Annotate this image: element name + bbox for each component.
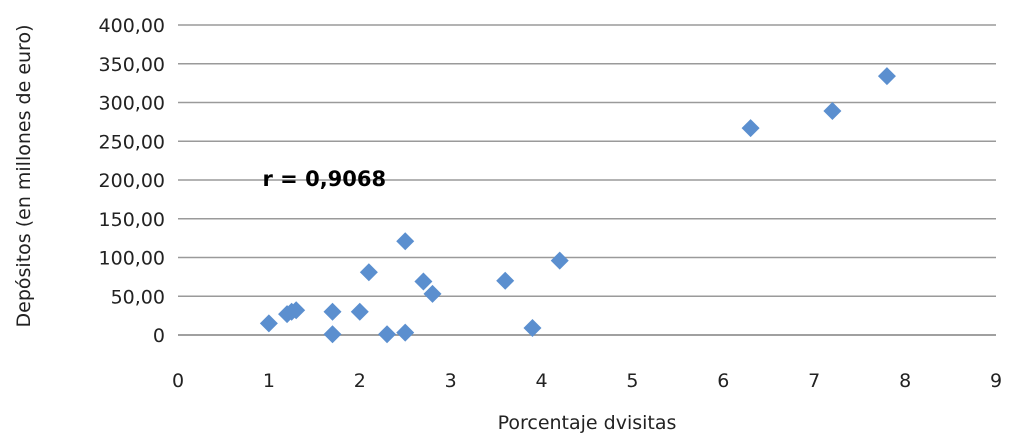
x-tick-label: 7 (808, 370, 820, 392)
data-point (523, 319, 542, 338)
x-tick-labels: 0 1 2 3 4 5 6 7 8 9 (172, 370, 1002, 392)
data-point (823, 102, 842, 121)
data-point (423, 284, 442, 303)
data-point (323, 302, 342, 321)
x-axis-title: Porcentaje dvisitas (498, 412, 677, 434)
data-point (323, 325, 342, 344)
x-tick-label: 3 (445, 370, 457, 392)
y-tick-label: 0 (153, 325, 165, 347)
y-axis-title: Depósitos (en millones de euro) (13, 25, 35, 328)
x-tick-label: 0 (172, 370, 184, 392)
data-point (496, 271, 515, 290)
y-tick-label: 100,00 (99, 248, 165, 270)
x-tick-label: 1 (263, 370, 275, 392)
data-point (396, 323, 415, 342)
data-point (396, 232, 415, 251)
data-point (350, 302, 369, 321)
y-tick-label: 400,00 (99, 15, 165, 37)
data-point (877, 67, 896, 86)
y-tick-label: 350,00 (99, 54, 165, 76)
x-tick-label: 4 (536, 370, 548, 392)
x-tick-label: 2 (354, 370, 366, 392)
data-point (259, 314, 278, 333)
data-point (550, 251, 569, 270)
y-tick-label: 250,00 (99, 131, 165, 153)
data-point (414, 272, 433, 291)
x-tick-label: 6 (717, 370, 729, 392)
data-point (741, 119, 760, 138)
data-point (378, 325, 397, 344)
data-point (359, 263, 378, 282)
y-tick-label: 200,00 (99, 170, 165, 192)
x-tick-label: 5 (626, 370, 638, 392)
x-tick-label: 9 (990, 370, 1002, 392)
y-tick-label: 150,00 (99, 209, 165, 231)
y-tick-label: 50,00 (111, 286, 165, 308)
gridlines (178, 24, 996, 336)
data-points (259, 67, 896, 344)
x-tick-label: 8 (899, 370, 911, 392)
y-tick-label: 300,00 (99, 93, 165, 115)
data-point (287, 301, 306, 320)
correlation-annotation: r = 0,9068 (263, 167, 387, 191)
y-tick-labels: 0 50,00 100,00 150,00 200,00 250,00 300,00 350,… (99, 15, 165, 347)
